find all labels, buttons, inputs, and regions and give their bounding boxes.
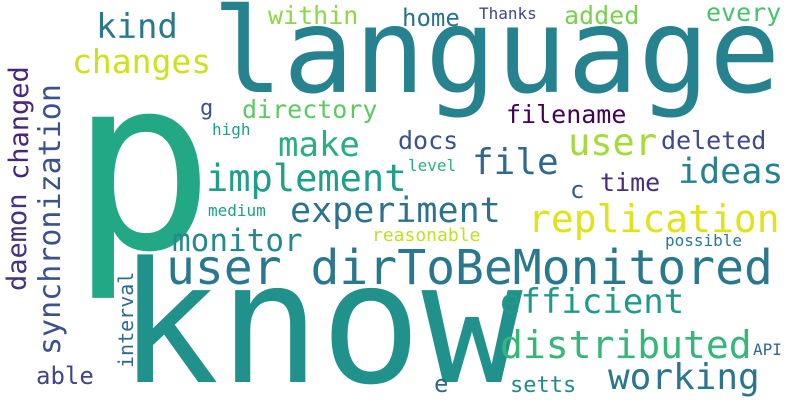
word-changes: changes [72, 42, 212, 81]
word-home: home [402, 4, 460, 32]
word-reasonable: reasonable [372, 225, 481, 246]
word-file: file [472, 142, 559, 183]
word-daemon: daemon [2, 193, 33, 291]
word-user-dirtobemonitored: user dirToBeMonitored [166, 240, 773, 296]
word-api: API [753, 340, 782, 359]
word-deleted: deleted [661, 126, 767, 155]
word-c: c [570, 176, 585, 204]
word-able: able [36, 362, 94, 390]
word-changed: changed [4, 66, 35, 180]
word-language: language [212, 0, 781, 120]
word-working: working [608, 357, 760, 398]
word-replication: replication [528, 197, 780, 241]
word-every: every [706, 0, 782, 27]
word-e: e [434, 370, 449, 398]
word-time: time [600, 168, 661, 197]
word-ideas: ideas [678, 152, 784, 192]
word-make: make [278, 125, 360, 165]
word-monitor: monitor [172, 223, 303, 259]
word-experiment: experiment [290, 191, 501, 231]
word-high: high [212, 120, 251, 139]
word-synchronization: synchronization [33, 84, 68, 355]
word-directory: directory [242, 95, 378, 124]
word-implement: implement [206, 157, 407, 200]
word-kind: kind [96, 7, 178, 47]
word-p: p [70, 25, 215, 305]
word-thanks: Thanks [479, 4, 537, 23]
word-distributed: distributed [500, 323, 752, 367]
word-setts: setts [510, 373, 577, 398]
word-level: level [408, 156, 457, 175]
word-filename: filename [506, 100, 627, 129]
word-within: within [268, 1, 359, 30]
word-medium: medium [208, 201, 266, 220]
word-efficient: efficient [500, 282, 685, 322]
word-g: g [200, 96, 214, 121]
word-interval: interval [114, 271, 138, 368]
word-possible: possible [665, 231, 743, 250]
word-docs: docs [398, 126, 459, 155]
word-added: added [564, 1, 640, 30]
word-know: know [118, 226, 523, 400]
word-user: user [568, 121, 658, 164]
